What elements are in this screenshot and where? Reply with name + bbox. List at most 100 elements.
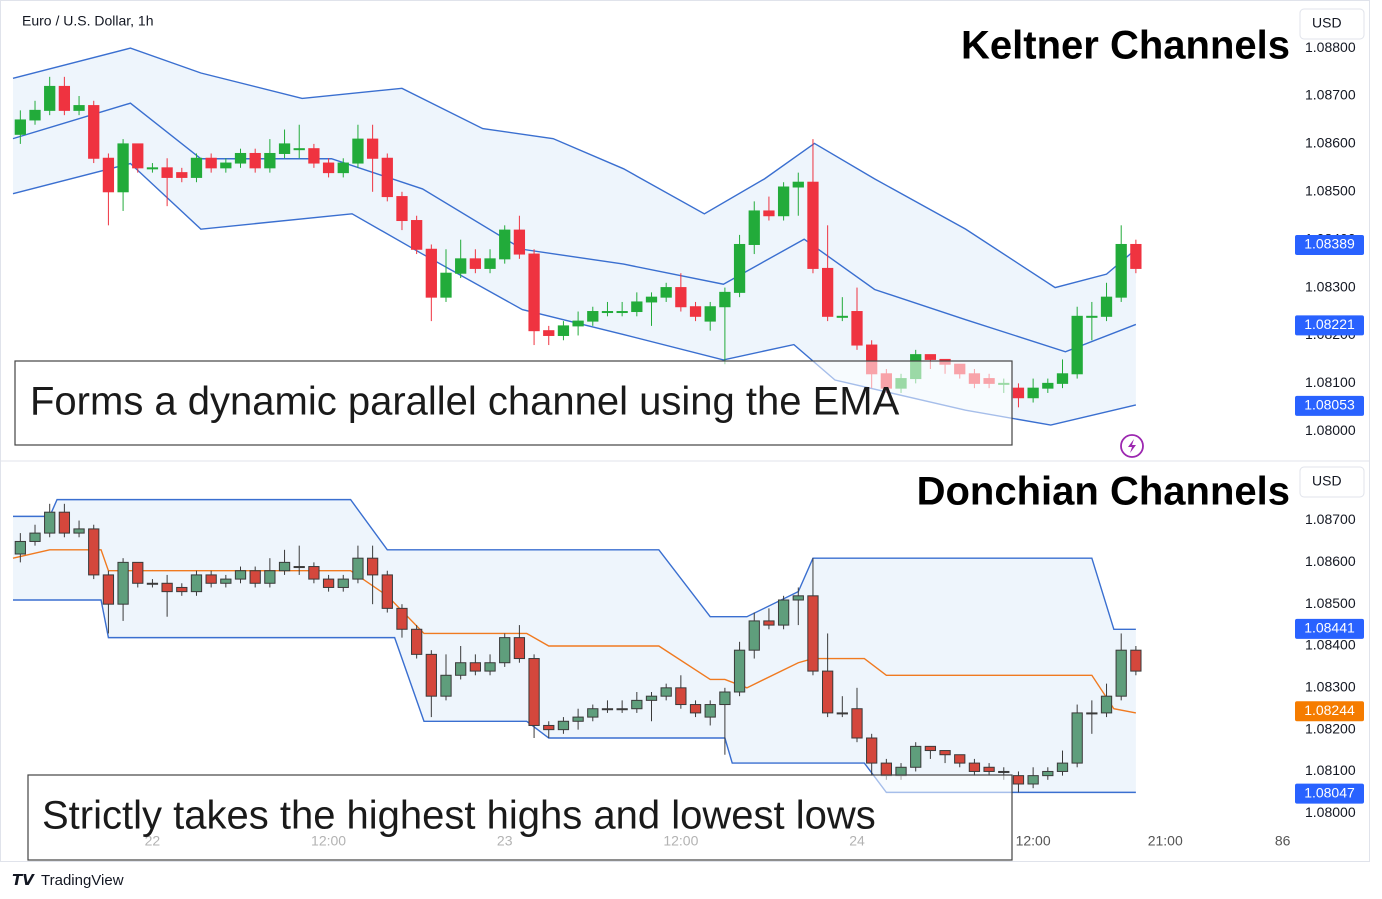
candles-layer bbox=[14, 76, 1142, 793]
frame bbox=[0, 0, 1370, 862]
currency: USD bbox=[1312, 15, 1342, 31]
candle-body bbox=[792, 595, 804, 601]
candle-body bbox=[528, 253, 540, 332]
candle-body bbox=[176, 172, 188, 178]
candle-body bbox=[176, 586, 188, 593]
candle-body bbox=[396, 607, 408, 630]
price-tag bbox=[1295, 395, 1364, 416]
candle-body bbox=[411, 628, 423, 655]
price-tag-label: 1.08221 bbox=[1304, 316, 1355, 332]
price-tag-label: 1.08244 bbox=[1304, 702, 1355, 718]
notes-layer: Keltner Channels Euro / U.S. Dollar, 1h Fo… bbox=[14, 13, 1290, 861]
candle-body bbox=[1027, 387, 1039, 399]
candle-body bbox=[822, 670, 834, 714]
candle-body bbox=[132, 561, 144, 584]
bolt-icon bbox=[1120, 434, 1144, 458]
candle-body bbox=[249, 570, 261, 584]
symbol: Euro / U.S. Dollar, 1h bbox=[22, 13, 154, 29]
candle-body bbox=[601, 311, 614, 314]
candle-body bbox=[675, 687, 687, 706]
logo-mark: 𝙏𝙑 bbox=[12, 872, 35, 889]
price-tag-label: 1.08047 bbox=[1304, 784, 1355, 800]
candle-body bbox=[205, 157, 217, 169]
candle-body bbox=[1100, 695, 1113, 714]
candle-body bbox=[777, 186, 790, 217]
candle-body bbox=[748, 210, 760, 245]
y-tick-label: 1.08500 bbox=[1305, 595, 1356, 611]
candle-body bbox=[14, 119, 26, 135]
candle-body bbox=[469, 662, 481, 672]
candle-body bbox=[220, 578, 232, 584]
candle-body bbox=[278, 143, 291, 154]
candle-body bbox=[719, 691, 731, 706]
candle-body bbox=[836, 315, 848, 318]
candle-body bbox=[440, 272, 452, 298]
annotation-box bbox=[14, 360, 1013, 446]
x-tick-label: 12:00 bbox=[1016, 833, 1051, 849]
candle-body bbox=[234, 152, 247, 164]
candle-body bbox=[1071, 712, 1083, 764]
price-tag bbox=[1295, 234, 1364, 255]
candle-body bbox=[616, 311, 628, 314]
candle-body bbox=[998, 770, 1010, 773]
y-tick-label: 1.08000 bbox=[1305, 422, 1356, 438]
y-tick-label: 1.08100 bbox=[1305, 374, 1356, 390]
y-tick-label: 1.08600 bbox=[1305, 135, 1356, 151]
candle-body bbox=[616, 708, 628, 711]
candle-body bbox=[1115, 649, 1127, 697]
candle-body bbox=[910, 745, 922, 768]
channel-lower bbox=[13, 599, 1136, 794]
logo: 𝙏𝙑 bbox=[12, 872, 35, 889]
y-tick-label: 1.08300 bbox=[1305, 679, 1356, 695]
candle-body bbox=[836, 712, 848, 715]
candle-body bbox=[733, 243, 746, 293]
candle-body bbox=[322, 162, 335, 174]
icon-bolt bbox=[1128, 439, 1136, 453]
candle-body bbox=[543, 330, 555, 336]
candle-body bbox=[689, 306, 702, 317]
candle-body bbox=[704, 306, 716, 322]
y-tick-label: 1.08300 bbox=[1305, 278, 1356, 294]
price-tag bbox=[1295, 783, 1364, 804]
candle-body bbox=[748, 620, 760, 651]
candle-body bbox=[1012, 775, 1025, 785]
candle-body bbox=[425, 248, 437, 298]
candle-body bbox=[1042, 382, 1054, 389]
candle-body bbox=[234, 570, 247, 580]
candle-body bbox=[58, 511, 71, 534]
candle-body bbox=[278, 561, 291, 572]
candle-body bbox=[689, 704, 702, 714]
candle-body bbox=[513, 637, 526, 660]
channel-middle bbox=[12, 549, 1137, 714]
candle-body bbox=[102, 574, 115, 605]
candle-body bbox=[645, 296, 658, 303]
candle-body bbox=[337, 162, 349, 174]
candle-body bbox=[58, 85, 71, 111]
candle-body bbox=[1130, 649, 1142, 672]
candle-body bbox=[557, 325, 570, 336]
candle-body bbox=[587, 311, 599, 322]
candle-body bbox=[425, 653, 437, 697]
candle-body bbox=[88, 105, 100, 159]
candle-body bbox=[1056, 762, 1069, 772]
candle-body bbox=[14, 540, 26, 555]
candle-body bbox=[704, 704, 716, 718]
candle-body bbox=[44, 511, 56, 534]
y-tick-label: 1.08700 bbox=[1305, 87, 1356, 103]
y-tick-label: 1.08400 bbox=[1305, 637, 1356, 653]
candle-body bbox=[161, 582, 173, 593]
candle-body bbox=[1056, 373, 1069, 384]
candle-body bbox=[146, 167, 159, 170]
candle-body bbox=[543, 724, 555, 731]
currency-box bbox=[1299, 466, 1365, 498]
candle-body bbox=[484, 258, 496, 269]
footer: TradingView bbox=[41, 872, 124, 889]
candle-body bbox=[601, 708, 614, 711]
candle-body bbox=[631, 699, 643, 710]
y-tick-label: 1.08200 bbox=[1305, 720, 1356, 736]
price-tag bbox=[1295, 618, 1364, 639]
candle-body bbox=[763, 210, 775, 217]
candle-body bbox=[293, 148, 305, 151]
candle-body bbox=[1130, 243, 1142, 269]
